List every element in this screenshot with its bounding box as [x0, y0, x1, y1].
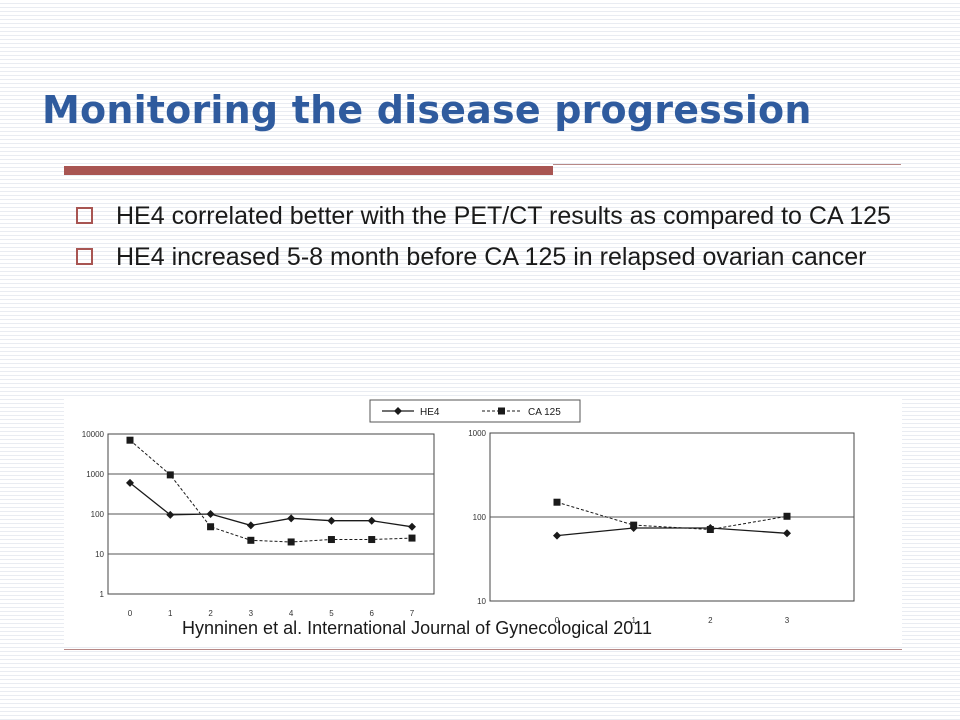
series-line-he4: [556, 527, 788, 537]
x-tick-label: 0: [555, 616, 560, 625]
x-tick-label: 0: [128, 609, 133, 618]
x-tick-label: 1: [168, 609, 173, 618]
y-tick-label: 100: [473, 513, 487, 522]
legend-he4-marker: [394, 407, 402, 415]
data-point-ca125: [247, 536, 255, 544]
data-point-he4: [367, 516, 376, 525]
x-tick-label: 6: [369, 609, 374, 618]
series-line-he4: [129, 482, 413, 528]
data-point-ca125: [287, 538, 295, 546]
legend-ca125-marker: [498, 407, 505, 415]
y-tick-label: 10: [95, 550, 104, 559]
y-tick-label: 10: [477, 597, 486, 606]
data-point-he4: [408, 522, 416, 531]
series-line-ca-125: [129, 439, 413, 543]
x-tick-label: 4: [289, 609, 294, 618]
chart-legend: HE4 CA 125: [369, 399, 581, 423]
legend-he4-label: HE4: [420, 407, 440, 418]
data-point-he4: [166, 510, 175, 519]
bullet-list: HE4 correlated better with the PET/CT re…: [74, 200, 934, 282]
y-tick-label: 1000: [468, 429, 486, 438]
data-point-ca125: [553, 498, 561, 506]
data-point-ca125: [706, 525, 714, 533]
x-tick-label: 3: [249, 609, 254, 618]
data-point-ca125: [327, 536, 335, 544]
data-point-he4: [126, 478, 134, 487]
bullet-text: HE4 increased 5-8 month before CA 125 in…: [116, 243, 867, 271]
x-tick-label: 2: [708, 616, 713, 625]
data-point-ca125: [408, 534, 416, 542]
data-point-he4: [246, 521, 255, 530]
title-underline-thick: [64, 166, 553, 175]
bottom-rule: [64, 649, 902, 650]
data-point-he4: [553, 531, 561, 540]
x-tick-label: 3: [785, 616, 790, 625]
x-tick-label: 2: [208, 609, 213, 618]
chart-figure: HE4 CA 125 10000 1000 100 10 1 0 1 2 3 4 5 6 7 1000 1…: [64, 396, 902, 646]
bullet-text: HE4 correlated better with the PET/CT re…: [116, 202, 891, 230]
x-tick-label: 7: [410, 609, 415, 618]
y-tick-label: 10000: [82, 430, 105, 439]
series-line-ca-125: [556, 501, 788, 531]
bullet-item: HE4 correlated better with the PET/CT re…: [74, 200, 934, 233]
data-point-he4: [287, 514, 296, 523]
square-bullet-icon: [76, 207, 93, 224]
data-point-ca125: [126, 436, 134, 444]
data-point-ca125: [368, 536, 376, 544]
data-point-he4: [783, 529, 791, 538]
data-point-ca125: [166, 471, 174, 479]
data-point-he4: [327, 516, 336, 525]
y-tick-label: 1000: [86, 470, 104, 479]
data-point-he4: [206, 510, 215, 518]
data-point-ca125: [783, 512, 791, 520]
data-point-ca125: [630, 521, 638, 529]
square-bullet-icon: [76, 248, 93, 265]
citation-text: Hynninen et al. International Journal of…: [182, 618, 652, 638]
y-tick-label: 100: [91, 510, 105, 519]
title-underline-thin: [553, 164, 901, 165]
data-point-ca125: [207, 523, 215, 531]
legend-ca125-label: CA 125: [528, 407, 561, 418]
slide-title: Monitoring the disease progression: [42, 88, 812, 132]
x-tick-label: 5: [329, 609, 334, 618]
x-tick-label: 1: [631, 616, 636, 625]
bullet-item: HE4 increased 5-8 month before CA 125 in…: [74, 241, 934, 274]
y-tick-label: 1: [100, 590, 105, 599]
